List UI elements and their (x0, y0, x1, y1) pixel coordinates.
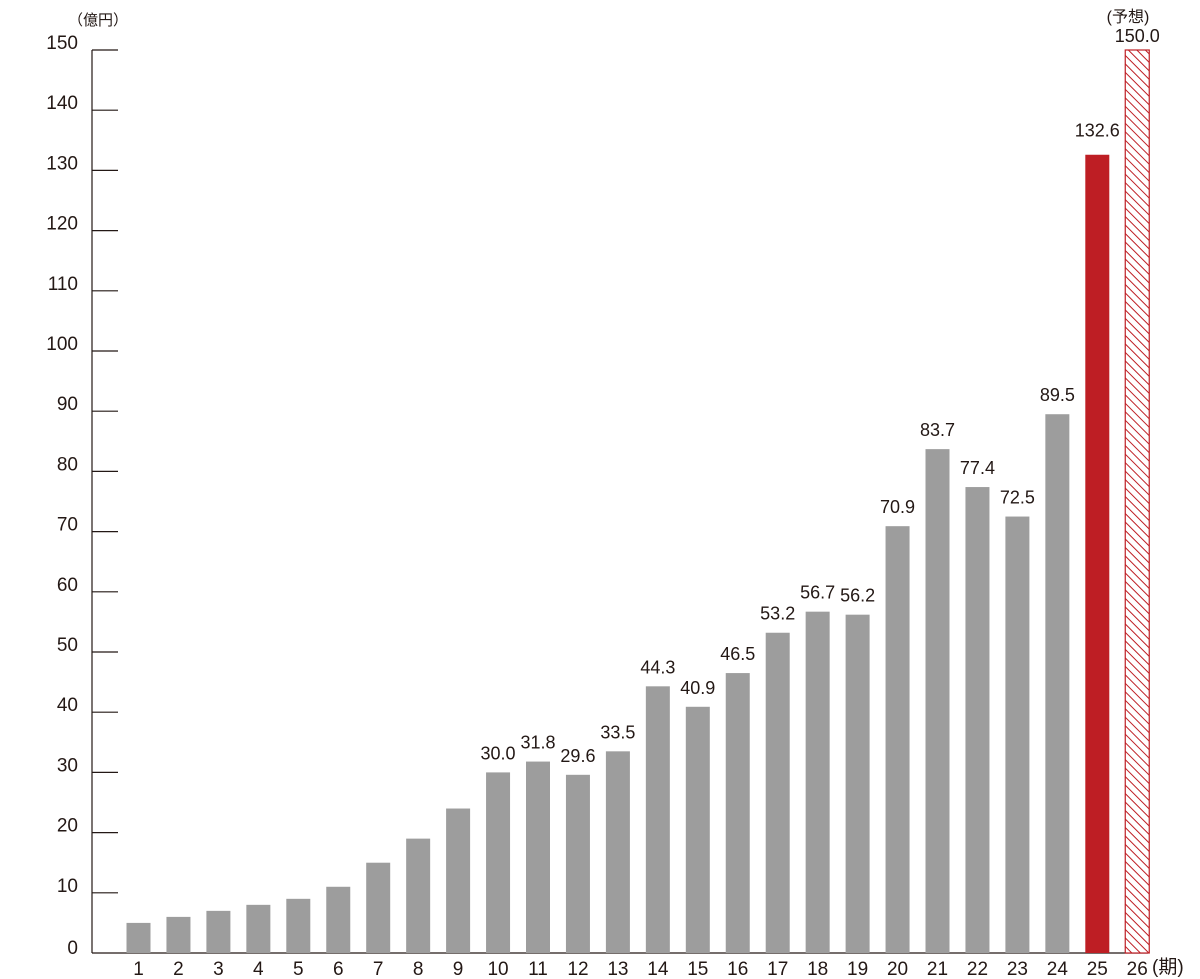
bar (765, 632, 790, 953)
y-tick-label: 10 (57, 876, 78, 897)
data-label: 70.9 (880, 497, 915, 517)
bar (206, 910, 231, 953)
x-tick-label: 13 (607, 959, 628, 979)
x-axis-unit-label: (期) (1152, 956, 1184, 978)
y-tick-label: 40 (57, 695, 78, 716)
x-tick-label: 14 (647, 959, 669, 979)
bar (845, 614, 870, 953)
x-tick-label: 3 (213, 959, 224, 979)
y-tick-label: 20 (57, 816, 78, 837)
bar (965, 487, 990, 953)
x-tick-label: 25 (1087, 959, 1108, 979)
forecast-note-label: (予想) (1107, 8, 1150, 26)
data-label: 29.6 (560, 746, 595, 766)
data-label: 56.7 (800, 583, 835, 603)
y-tick-label: 70 (57, 515, 78, 536)
bar (685, 706, 710, 953)
data-label: 89.5 (1040, 385, 1075, 405)
x-tick-label: 22 (967, 959, 988, 979)
x-tick-label: 26 (1127, 959, 1148, 979)
y-tick-label: 30 (57, 755, 78, 776)
y-tick-label: 120 (46, 214, 78, 235)
x-tick-label: 23 (1007, 959, 1028, 979)
bar-forecast (1124, 49, 1150, 954)
x-tick-label: 4 (253, 959, 264, 979)
bar (805, 611, 830, 953)
y-tick-label: 140 (46, 93, 78, 114)
bar (605, 751, 630, 953)
data-label: 83.7 (920, 420, 955, 440)
y-tick-label: 110 (48, 274, 78, 295)
data-label: 33.5 (600, 722, 635, 742)
bar (126, 922, 151, 953)
x-tick-label: 11 (528, 959, 548, 979)
data-label: 30.0 (481, 743, 516, 763)
bar (446, 808, 471, 953)
bar (486, 772, 511, 953)
y-tick-label: 0 (67, 938, 78, 959)
bar (565, 774, 590, 953)
x-tick-label: 12 (567, 959, 588, 979)
y-tick-label: 150 (46, 33, 78, 54)
data-label: 150.0 (1115, 26, 1160, 46)
labels: 1 2 3 4 5 6 7 8 9 1030.01131.81229.61333.51444.31… (133, 26, 1160, 979)
x-tick-label: 5 (293, 959, 304, 979)
x-tick-label: 19 (847, 959, 868, 979)
x-tick-label: 8 (413, 959, 424, 979)
x-tick-label: 16 (727, 959, 748, 979)
x-tick-label: 20 (887, 959, 908, 979)
data-label: 31.8 (520, 733, 555, 753)
y-tick-label: 100 (46, 334, 78, 355)
y-tick-label: 80 (57, 454, 78, 475)
x-tick-label: 1 (133, 959, 144, 979)
x-tick-label: 24 (1047, 959, 1069, 979)
y-tick-label: 130 (46, 153, 78, 174)
y-axis-unit-label: （億円） (68, 12, 128, 29)
bar (286, 898, 311, 953)
bar (725, 673, 750, 953)
data-label: 77.4 (960, 458, 995, 478)
bar (1005, 516, 1030, 953)
data-label: 53.2 (760, 604, 795, 624)
bar (326, 886, 351, 953)
x-tick-label: 17 (767, 959, 788, 979)
x-tick-label: 21 (927, 959, 948, 979)
y-tick-label: 90 (57, 394, 78, 415)
x-tick-label: 2 (173, 959, 184, 979)
y-tick-label: 50 (57, 635, 78, 656)
bar (645, 686, 670, 953)
x-tick-label: 15 (687, 959, 708, 979)
bar (526, 761, 550, 953)
bar (246, 904, 271, 953)
data-label: 40.9 (680, 678, 715, 698)
bar-current (1085, 154, 1110, 954)
data-label: 72.5 (1000, 488, 1035, 508)
bar (1045, 414, 1070, 954)
bar (885, 526, 910, 953)
bars (126, 49, 1150, 954)
x-tick-label: 9 (453, 959, 464, 979)
x-tick-label: 10 (487, 959, 508, 979)
x-tick-label: 7 (373, 959, 384, 979)
axes: 0 10 20 30 40 50 60 70 80 90 100 110 120 130 140 150 (46, 33, 1148, 959)
x-tick-label: 6 (333, 959, 344, 979)
data-label: 132.6 (1075, 121, 1120, 141)
bar (166, 916, 191, 953)
data-label: 46.5 (720, 644, 755, 664)
data-label: 44.3 (640, 657, 675, 677)
bar (366, 862, 391, 953)
x-tick-label: 18 (807, 959, 828, 979)
y-tick-label: 60 (57, 575, 78, 596)
bar (406, 838, 431, 953)
data-label: 56.2 (840, 586, 875, 606)
bar (925, 449, 950, 953)
